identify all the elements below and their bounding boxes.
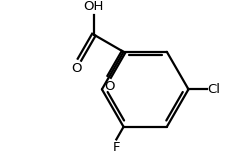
Text: F: F bbox=[113, 141, 120, 154]
Text: O: O bbox=[104, 80, 114, 93]
Text: OH: OH bbox=[84, 0, 104, 13]
Text: Cl: Cl bbox=[207, 83, 220, 96]
Text: O: O bbox=[71, 62, 82, 75]
